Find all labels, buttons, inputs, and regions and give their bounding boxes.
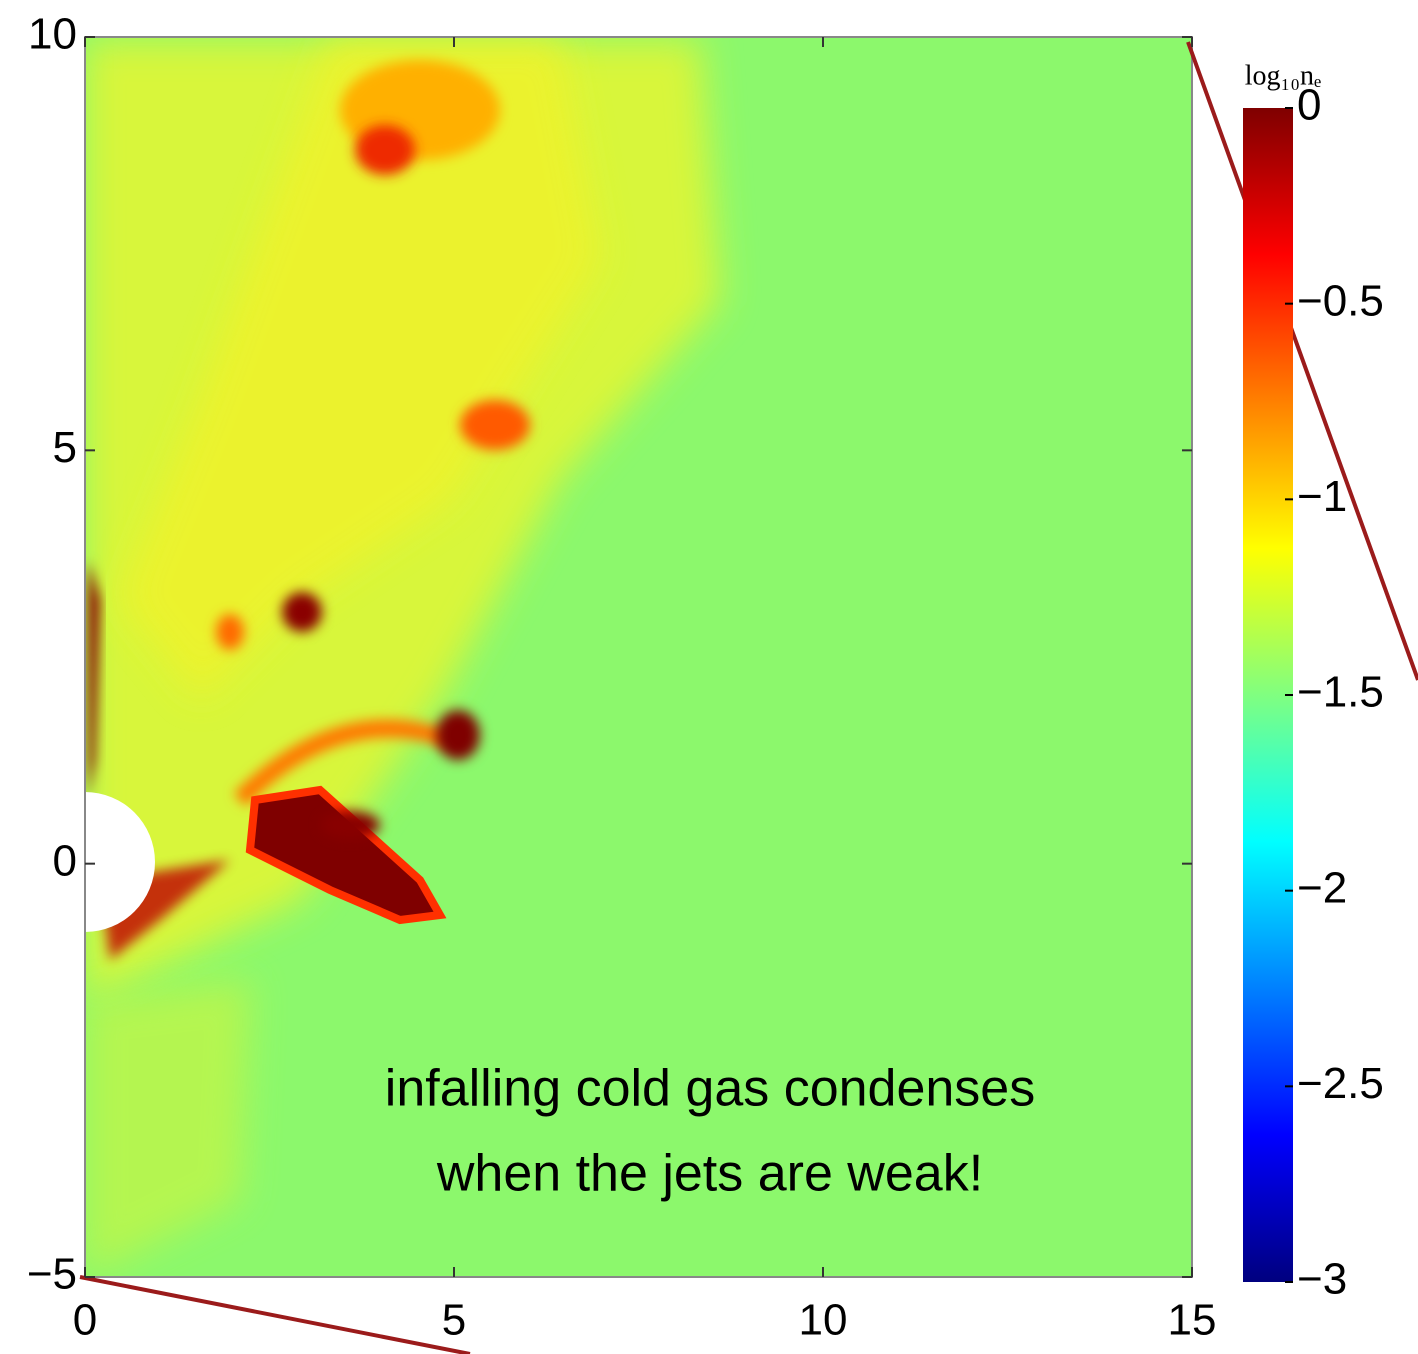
colorbar-tick-label: 0 <box>1297 81 1321 130</box>
colorbar-tick-label: −2.5 <box>1297 1059 1384 1108</box>
zoom-line <box>79 1275 471 1354</box>
annotation: when the jets are weak! <box>436 1145 983 1203</box>
x-tick-label: 0 <box>73 1296 97 1345</box>
colorbar-tick-label: −2 <box>1297 863 1347 912</box>
colorbar <box>1243 108 1293 1282</box>
colorbar-tick-label: −0.5 <box>1297 276 1384 325</box>
y-tick-label: 10 <box>28 10 77 59</box>
y-tick-label: 5 <box>53 423 77 472</box>
y-tick-label: −5 <box>27 1250 77 1299</box>
y-tick-label: 0 <box>53 836 77 885</box>
colorbar-label: log₁₀nₑ <box>1245 60 1321 91</box>
zoom-line <box>1186 41 1418 681</box>
colorbar-tick-label: −1 <box>1297 472 1347 521</box>
plot-frame <box>84 36 1193 1278</box>
density-field <box>85 37 1192 1277</box>
x-tick-label: 15 <box>1168 1296 1217 1345</box>
annotation: infalling cold gas condenses <box>385 1060 1035 1118</box>
x-tick-label: 10 <box>799 1296 848 1345</box>
colorbar-tick-label: −3 <box>1297 1255 1347 1304</box>
x-tick-label: 5 <box>442 1296 466 1345</box>
colorbar-tick-label: −1.5 <box>1297 668 1384 717</box>
